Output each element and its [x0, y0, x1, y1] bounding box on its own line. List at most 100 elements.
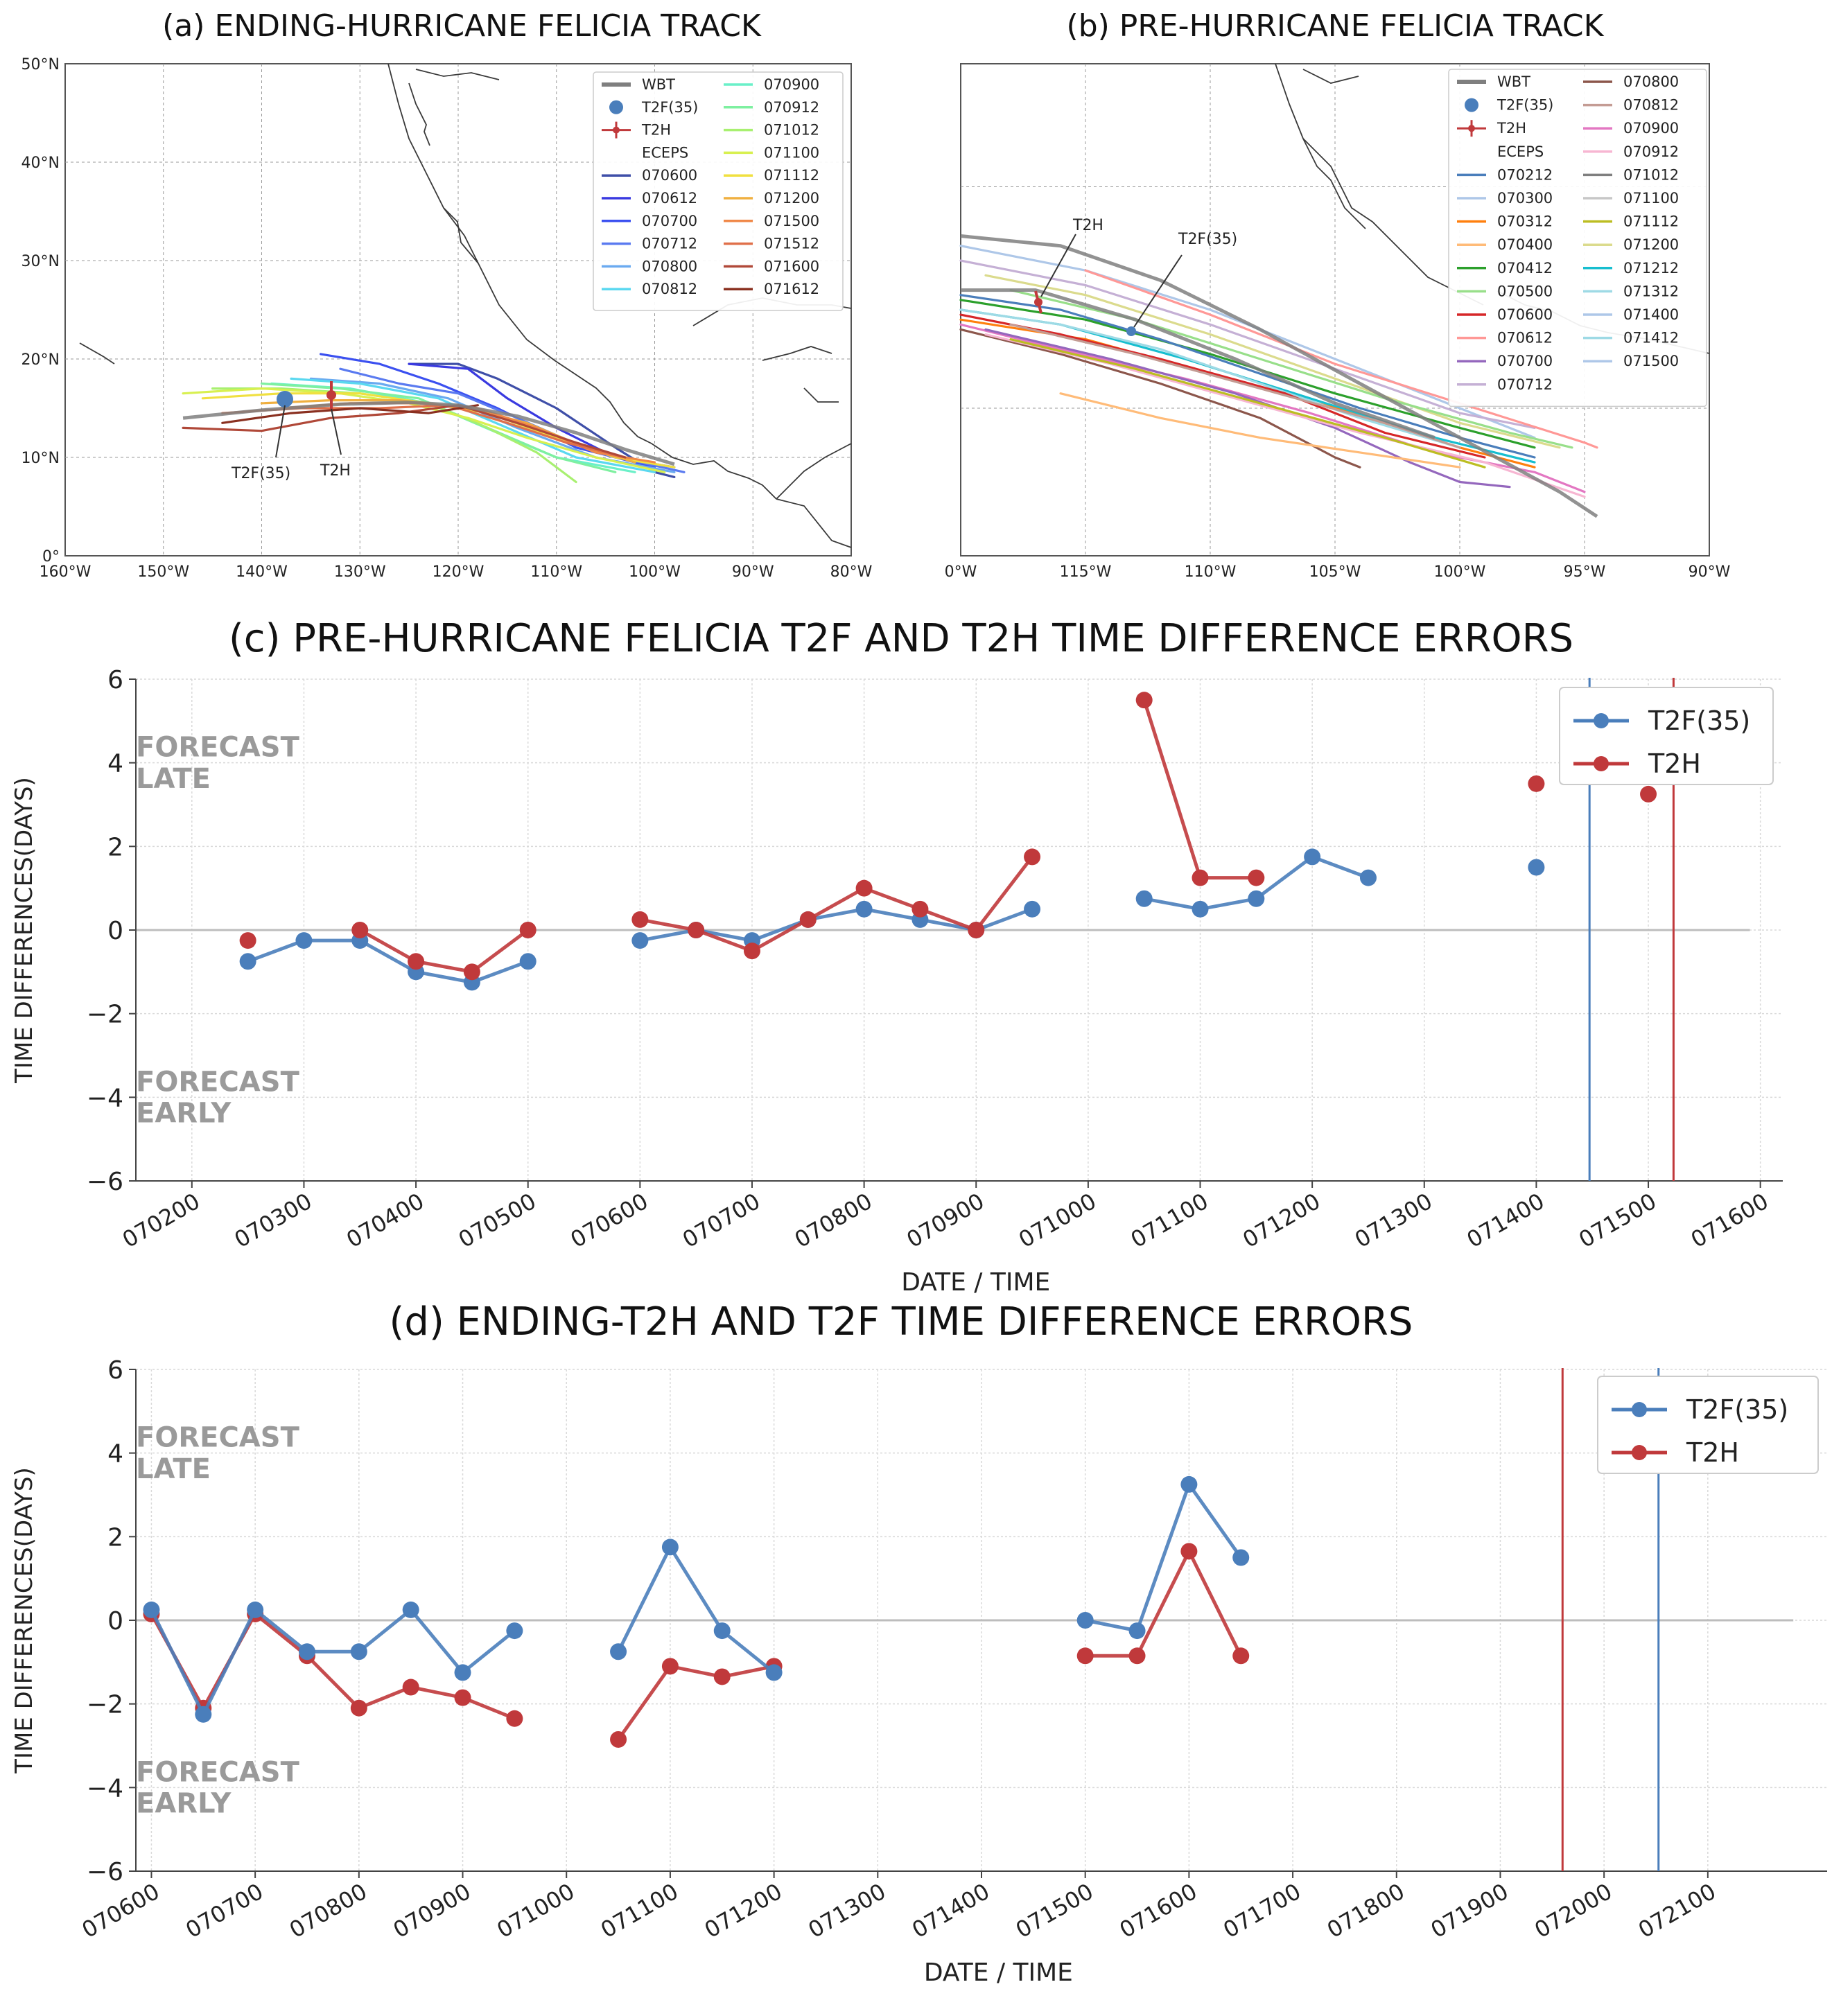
chart-d-x-tick-label: 071200 — [700, 1878, 787, 1943]
map-b-legend: WBT T2F(35) T2H ECEPS 070212 070300 070312 0704… — [1448, 69, 1707, 407]
a-legend-label: 071612 — [764, 281, 819, 297]
b-legend-label: 071312 — [1623, 283, 1679, 299]
a-lon-tick-label: 100°W — [629, 563, 681, 581]
chart-c-y-tick-label: 2 — [107, 833, 123, 861]
a-legend-swatch — [609, 100, 623, 114]
chart-d-y-tick-label: −6 — [87, 1858, 123, 1886]
chart-d-x-tick-label: 071500 — [1011, 1878, 1098, 1943]
chart-d-t2f-point — [610, 1643, 627, 1660]
chart-c-x-tick-label: 070200 — [118, 1188, 204, 1253]
chart-d-legend-marker — [1632, 1402, 1647, 1417]
chart-c-t2h-point — [519, 922, 536, 938]
b-lon-tick-label: 105°W — [1309, 563, 1361, 581]
chart-c-y-tick-label: 6 — [107, 666, 123, 694]
chart-c-x-tick-label: 070400 — [342, 1188, 428, 1253]
a-lat-tick-label: 50°N — [21, 56, 60, 73]
chart-d-x-tick-label: 070800 — [285, 1878, 372, 1943]
a-legend-box — [593, 71, 844, 311]
map-b-t2h-label: T2H — [1072, 217, 1103, 234]
chart-c-t2f-point — [1304, 848, 1321, 866]
chart-c: (c) PRE-HURRICANE FELICIA T2F AND T2H TI… — [10, 616, 1783, 1297]
chart-d-t2f-point — [247, 1601, 264, 1618]
chart-d-x-tick-label: 071100 — [596, 1878, 683, 1943]
a-lat-tick-label: 0° — [42, 548, 60, 566]
chart-d-t2h-point — [1180, 1543, 1198, 1560]
a-legend-label: 071200 — [764, 190, 819, 207]
chart-c-y-tick-label: −2 — [87, 1001, 123, 1029]
a-legend-label: 070800 — [642, 258, 697, 274]
chart-c-t2h-point — [1024, 848, 1041, 866]
chart-d-t2f-point — [1232, 1549, 1250, 1566]
b-legend-label: 070900 — [1623, 120, 1679, 137]
map-b-t2f-marker — [1126, 326, 1136, 336]
a-legend-label: 071600 — [764, 258, 819, 274]
chart-d-x-tick-label: 071400 — [907, 1878, 994, 1943]
b-legend-label: 070812 — [1623, 97, 1679, 114]
b-lon-tick-label: 0°W — [945, 563, 977, 581]
b-legend-label: 071200 — [1623, 236, 1679, 253]
chart-c-t2f-point — [239, 953, 256, 970]
map-a-legend: WBT T2F(35) T2H ECEPS 070600 070612 070700 0707… — [593, 71, 844, 311]
map-b-title: (b) PRE-HURRICANE FELICIA TRACK — [1067, 8, 1605, 44]
chart-d-y-tick-label: 2 — [107, 1523, 123, 1552]
map-a-t2h-marker — [326, 381, 336, 409]
a-legend-label: 070612 — [642, 190, 697, 207]
a-lat-tick-label: 40°N — [21, 155, 60, 172]
map-a-title: (a) ENDING-HURRICANE FELICIA TRACK — [162, 8, 762, 44]
chart-c-legend-box — [1559, 687, 1774, 785]
chart-c-t2h-point — [239, 932, 256, 949]
b-legend-label: WBT — [1497, 73, 1530, 90]
chart-d-y-tick-label: 6 — [107, 1356, 123, 1385]
chart-d-x-tick-label: 071000 — [492, 1878, 579, 1943]
chart-d-t2f-point — [298, 1643, 315, 1660]
b-legend-label: T2F(35) — [1497, 97, 1553, 114]
b-lon-tick-label: 90°W — [1689, 563, 1731, 581]
chart-c-x-tick-label: 070500 — [454, 1188, 541, 1253]
chart-d-t2h-point — [661, 1658, 679, 1675]
chart-c-t2h-point — [799, 911, 817, 928]
map-b-ensemble-tracks — [959, 245, 1598, 498]
b-ensemble-track — [984, 328, 1511, 489]
chart-c-y-tick-label: −4 — [87, 1084, 123, 1112]
chart-c-t2f-line — [247, 938, 529, 984]
map-a: (a) ENDING-HURRICANE FELICIA TRACK T2F(3… — [21, 8, 873, 581]
chart-d-t2h-line — [617, 1664, 775, 1741]
chart-c-t2h-point — [968, 922, 985, 938]
chart-d-t2f-line — [1085, 1482, 1243, 1633]
chart-c-plot: −6 −4 −2 0 2 4 6 070200 070300 070400 070500 070600… — [10, 666, 1783, 1297]
chart-c-x-tick-label: 071600 — [1686, 1188, 1773, 1253]
chart-d-x-tick-label: 070900 — [389, 1878, 475, 1943]
b-ensemble-track — [959, 328, 1361, 468]
chart-d-note-early-line1: FORECAST — [136, 1756, 300, 1788]
map-a-t2f-label: T2F(35) — [231, 465, 290, 482]
chart-d-t2h-point — [1232, 1647, 1250, 1665]
a-wbt-line — [182, 401, 675, 466]
b-legend-swatch — [1465, 98, 1478, 112]
chart-d-x-tick-label: 070700 — [181, 1878, 268, 1943]
chart-c-x-tick-label: 070600 — [566, 1188, 653, 1253]
b-legend-label: 071212 — [1623, 260, 1679, 277]
chart-d-x-tick-label: 072000 — [1530, 1878, 1616, 1943]
chart-c-t2h-point — [743, 943, 760, 960]
a-legend-label: 070912 — [764, 99, 819, 116]
a-legend-label: 070700 — [642, 213, 697, 229]
a-lon-tick-label: 140°W — [236, 563, 288, 581]
map-a-wbt-track — [182, 401, 675, 466]
chart-d-t2h-point — [1128, 1647, 1146, 1665]
b-wbt-line — [961, 288, 1436, 439]
a-lon-tick-label: 150°W — [137, 563, 189, 581]
chart-c-x-tick-label: 070800 — [790, 1188, 877, 1253]
map-b-t2h-marker — [1034, 290, 1042, 314]
chart-d-t2f-point — [765, 1664, 783, 1681]
map-b: (b) PRE-HURRICANE FELICIA TRACK T2H T2F(… — [945, 8, 1731, 581]
map-a-t2f-pointer — [275, 405, 286, 458]
chart-c-t2h-line — [359, 928, 530, 974]
chart-c-note-early-line2: EARLY — [136, 1098, 232, 1130]
a-legend-label: 070812 — [642, 281, 697, 297]
a-legend-label: 070712 — [642, 236, 697, 252]
chart-c-t2h-point — [408, 953, 425, 970]
chart-c-t2h-point — [855, 879, 873, 897]
chart-c-x-tick-label: 070900 — [902, 1188, 988, 1253]
chart-d-y-tick-label: 4 — [107, 1440, 123, 1469]
b-ensemble-track — [1059, 392, 1461, 468]
